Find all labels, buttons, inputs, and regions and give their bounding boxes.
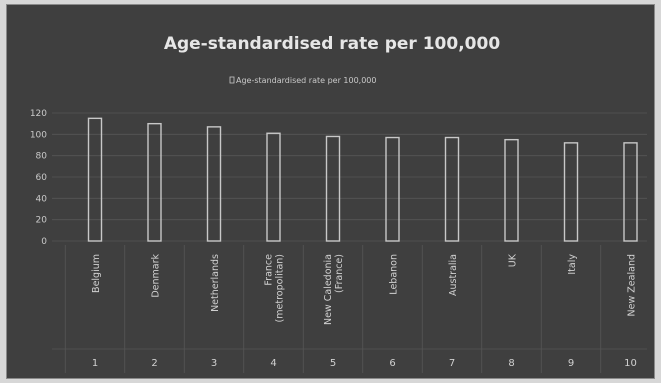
gridlines — [52, 112, 647, 373]
category-label: New Zealand — [627, 254, 638, 316]
y-tick-label: 120 — [30, 109, 47, 119]
chart-frame: Age-standardised rate per 100,000 Age-st… — [6, 4, 655, 379]
y-tick-label: 60 — [36, 173, 48, 183]
rank-label: 8 — [508, 358, 514, 369]
bar — [266, 132, 281, 242]
category-label: Australia — [448, 254, 459, 296]
bar-chart: Age-standardised rate per 100,000 Age-st… — [30, 34, 647, 373]
rank-label: 1 — [92, 358, 98, 369]
bars — [87, 117, 638, 242]
chart-title: Age-standardised rate per 100,000 — [164, 34, 501, 54]
legend-swatch — [229, 76, 235, 84]
rank-row: 1 2 3 4 5 6 7 8 9 10 — [92, 358, 637, 369]
rank-label: 3 — [211, 358, 217, 369]
category-label: Denmark — [151, 254, 162, 298]
rank-label: 4 — [270, 358, 276, 369]
bar — [623, 142, 638, 242]
bar — [563, 142, 579, 242]
bar — [147, 122, 162, 242]
rank-label: 2 — [151, 358, 157, 369]
category-label: Belgium — [91, 254, 102, 293]
y-tick-label: 40 — [36, 194, 48, 204]
bar — [87, 117, 103, 242]
rank-label: 7 — [449, 358, 455, 369]
rank-label: 9 — [568, 358, 574, 369]
y-axis-ticks: 120 100 80 60 40 20 0 — [30, 109, 47, 247]
legend: Age-standardised rate per 100,000 — [229, 76, 376, 85]
bar — [385, 136, 400, 242]
category-label: France(metropolitan) — [264, 254, 286, 323]
category-label: Netherlands — [210, 254, 221, 312]
y-tick-label: 100 — [30, 130, 47, 140]
rank-label: 6 — [389, 358, 395, 369]
bar — [206, 126, 222, 242]
category-label: Italy — [567, 254, 578, 275]
category-labels: Belgium Denmark Netherlands France(metropol… — [91, 253, 638, 325]
category-label: Lebanon — [389, 254, 400, 295]
category-label: New Caledonia(France) — [323, 254, 345, 325]
category-label: UK — [508, 253, 519, 267]
bar — [444, 136, 460, 242]
bar — [325, 135, 341, 242]
bar — [504, 138, 519, 242]
rank-label: 5 — [330, 358, 336, 369]
y-tick-label: 0 — [41, 237, 47, 247]
rank-label: 10 — [624, 358, 637, 369]
legend-label: Age-standardised rate per 100,000 — [236, 76, 376, 85]
y-tick-label: 80 — [36, 152, 48, 162]
y-tick-label: 20 — [36, 216, 48, 226]
